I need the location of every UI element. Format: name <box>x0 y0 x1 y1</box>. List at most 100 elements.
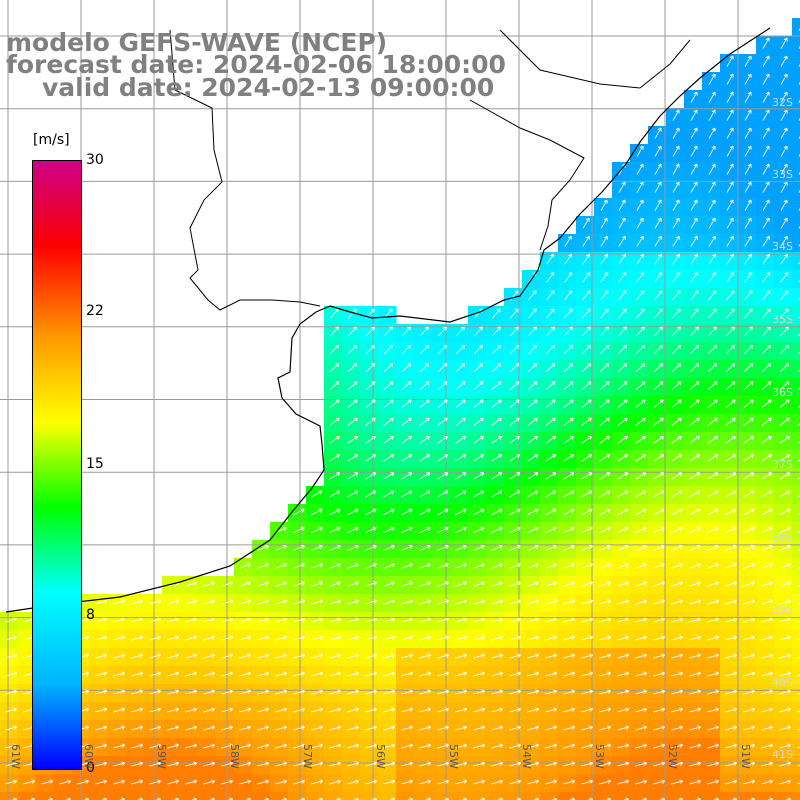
wind-arrow <box>419 326 429 337</box>
wind-arrow <box>635 326 645 337</box>
wind-arrow <box>185 617 198 623</box>
wind-arrow <box>257 599 269 605</box>
wind-arrow <box>365 472 377 480</box>
wind-cell <box>792 288 800 307</box>
wind-arrow <box>334 797 342 800</box>
wind-arrow <box>563 399 574 408</box>
wind-arrow <box>293 617 306 623</box>
wind-arrow <box>419 617 432 623</box>
wind-arrow <box>743 563 755 569</box>
wind-arrow <box>563 490 575 498</box>
wind-arrow <box>383 563 395 569</box>
wind-arrow <box>365 381 376 390</box>
wind-arrow <box>185 707 198 713</box>
wind-arrow <box>676 797 684 800</box>
wind-arrow <box>761 689 774 695</box>
wind-arrow <box>766 797 774 800</box>
wind-arrow <box>743 399 754 408</box>
wind-arrow <box>654 199 662 211</box>
wind-arrow <box>365 454 377 462</box>
wind-arrow <box>797 620 800 623</box>
wind-cell <box>792 324 800 343</box>
wind-arrow <box>221 689 234 695</box>
wind-arrow <box>636 290 645 301</box>
wind-arrow <box>617 671 630 677</box>
wind-arrow <box>5 725 18 731</box>
wind-arrow <box>545 635 558 641</box>
wind-arrow <box>167 635 180 641</box>
wind-arrow <box>383 707 396 713</box>
wind-arrow <box>762 55 770 67</box>
wind-arrow <box>365 617 378 623</box>
wind-arrow <box>617 635 630 641</box>
wind-arrow <box>455 490 467 498</box>
wind-arrow <box>329 490 341 498</box>
wind-arrow <box>672 199 680 211</box>
wind-arrow <box>365 779 378 785</box>
wind-arrow <box>636 235 644 247</box>
wind-arrow <box>726 91 734 103</box>
wind-arrow <box>762 199 770 211</box>
wind-arrow <box>671 454 683 462</box>
wind-arrow <box>689 381 700 390</box>
wind-cell <box>792 108 800 127</box>
wind-arrow <box>725 689 738 695</box>
wind-arrow <box>545 653 558 659</box>
wind-arrow <box>712 797 720 800</box>
wind-arrow <box>563 508 575 516</box>
wind-arrow <box>527 399 538 408</box>
wind-arrow <box>154 797 162 800</box>
wind-arrow <box>618 235 626 247</box>
wind-arrow <box>437 344 448 355</box>
wind-arrow <box>617 743 630 749</box>
wind-arrow <box>401 761 414 767</box>
wind-arrow <box>708 91 716 103</box>
wind-arrow <box>149 689 162 695</box>
wind-arrow <box>509 689 522 695</box>
wind-arrow <box>636 308 645 319</box>
wind-cell <box>792 486 800 505</box>
wind-arrow <box>257 707 270 713</box>
wind-arrow <box>221 725 234 731</box>
wind-arrow <box>690 217 698 229</box>
wind-arrow <box>149 779 162 785</box>
wind-arrow <box>167 743 180 749</box>
wind-arrow <box>275 635 288 641</box>
wind-arrow <box>329 544 341 551</box>
wind-arrow <box>383 344 394 355</box>
wind-arrow <box>563 526 575 534</box>
wind-cell <box>270 792 289 800</box>
wind-arrow <box>654 308 663 319</box>
wind-arrow <box>5 617 18 623</box>
wind-arrow <box>689 743 702 749</box>
wind-arrow <box>527 581 539 587</box>
wind-arrow <box>473 472 485 480</box>
wind-arrow <box>401 689 414 695</box>
colorbar-tick-30: 30 <box>86 152 104 168</box>
wind-arrow <box>329 617 342 623</box>
wind-arrow <box>365 544 377 551</box>
wind-arrow <box>149 761 162 767</box>
wind-arrow <box>581 563 593 569</box>
wind-arrow <box>293 689 306 695</box>
wind-arrow <box>113 707 126 713</box>
wind-arrow <box>10 797 18 800</box>
wind-arrow <box>509 435 520 444</box>
wind-arrow <box>478 797 486 800</box>
wind-arrow <box>419 563 431 569</box>
wind-arrow <box>744 272 753 283</box>
wind-arrow <box>95 761 108 767</box>
wind-arrow <box>672 181 680 193</box>
wind-arrow <box>779 490 791 498</box>
wind-arrow <box>617 617 630 623</box>
wind-arrow <box>100 797 108 800</box>
wind-arrow <box>347 363 358 373</box>
wind-arrow <box>491 363 502 373</box>
wind-cell <box>792 162 800 181</box>
wind-arrow <box>257 761 270 767</box>
wind-arrow <box>672 272 681 283</box>
wind-arrow <box>654 254 662 265</box>
wind-arrow <box>455 563 467 569</box>
wind-arrow <box>672 163 680 175</box>
